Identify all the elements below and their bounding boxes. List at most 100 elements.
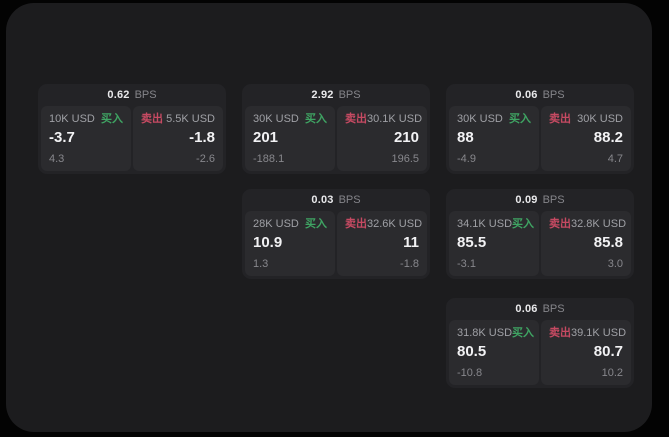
spread-value: 0.03: [311, 193, 334, 206]
buy-amount: 28K USD: [253, 218, 299, 230]
sell-side-label: 卖出: [345, 218, 367, 230]
buy-change: -10.8: [457, 367, 483, 379]
buy-amount: 30K USD: [457, 113, 503, 125]
sell-cell-top: 卖出 30.1K USD: [345, 113, 423, 125]
sell-price: 210: [393, 129, 419, 146]
spread-card: 0.06 BPS 30K USD 买入 88 -4.9 卖出 30K USD 8…: [446, 84, 634, 174]
sell-change: -2.6: [196, 153, 215, 165]
sell-quote-cell[interactable]: 卖出 32.8K USD 85.8 3.0: [541, 211, 631, 276]
sell-amount: 30K USD: [577, 113, 623, 125]
sell-price: 11: [403, 234, 419, 251]
quote-cells: 34.1K USD 买入 85.5 -3.1 卖出 32.8K USD 85.8…: [449, 211, 631, 276]
spread-value: 0.62: [107, 88, 130, 101]
buy-price: 201: [253, 129, 279, 146]
spread-header: 0.62 BPS: [41, 84, 223, 106]
quote-cells: 10K USD 买入 -3.7 4.3 卖出 5.5K USD -1.8 -2.…: [41, 106, 223, 171]
sell-cell-top: 卖出 5.5K USD: [141, 114, 215, 125]
sell-side-label: 卖出: [549, 327, 571, 339]
sell-price: 88.2: [593, 129, 623, 146]
buy-change: -188.1: [253, 153, 285, 165]
spread-header: 0.09 BPS: [449, 189, 631, 211]
sell-quote-cell[interactable]: 卖出 39.1K USD 80.7 10.2: [541, 320, 631, 385]
spread-header: 2.92 BPS: [245, 84, 427, 106]
buy-cell-top: 34.1K USD 买入: [457, 218, 535, 230]
sell-amount: 39.1K USD: [571, 327, 627, 339]
buy-change: -3.1: [457, 258, 476, 270]
buy-price: 10.9: [253, 234, 283, 251]
buy-cell-top: 31.8K USD 买入: [457, 327, 534, 339]
sell-change: 3.0: [607, 258, 623, 270]
quote-cells: 30K USD 买入 201 -188.1 卖出 30.1K USD 210 1…: [245, 106, 427, 171]
sell-amount: 5.5K USD: [166, 113, 215, 125]
buy-quote-cell[interactable]: 31.8K USD 买入 80.5 -10.8: [449, 320, 539, 385]
sell-side-label: 卖出: [549, 218, 571, 230]
spread-card: 0.09 BPS 34.1K USD 买入 85.5 -3.1 卖出 32.8K…: [446, 189, 634, 279]
spread-header: 0.06 BPS: [449, 84, 631, 106]
spread-card: 0.06 BPS 31.8K USD 买入 80.5 -10.8 卖出 39.1…: [446, 298, 634, 388]
sell-amount: 30.1K USD: [367, 113, 423, 125]
sell-price: -1.8: [189, 129, 215, 146]
buy-side-label: 买入: [305, 113, 327, 125]
bps-unit-label: BPS: [542, 88, 565, 101]
quote-cells: 30K USD 买入 88 -4.9 卖出 30K USD 88.2 4.7: [449, 106, 631, 171]
bps-unit-label: BPS: [542, 302, 565, 315]
buy-amount: 34.1K USD: [457, 218, 513, 230]
sell-amount: 32.6K USD: [367, 218, 423, 230]
buy-price: 88: [457, 129, 474, 146]
buy-side-label: 买入: [509, 113, 531, 125]
sell-quote-cell[interactable]: 卖出 30.1K USD 210 196.5: [337, 106, 427, 171]
buy-side-label: 买入: [101, 113, 123, 125]
spread-cards-board: 0.62 BPS 10K USD 买入 -3.7 4.3 卖出 5.5K USD…: [6, 3, 652, 432]
spread-card: 2.92 BPS 30K USD 买入 201 -188.1 卖出 30.1K …: [242, 84, 430, 174]
sell-cell-top: 卖出 32.6K USD: [345, 218, 423, 230]
sell-change: 4.7: [607, 153, 623, 165]
sell-side-label: 卖出: [549, 113, 571, 125]
buy-price: -3.7: [49, 129, 75, 146]
spread-card: 0.03 BPS 28K USD 买入 10.9 1.3 卖出 32.6K US…: [242, 189, 430, 279]
spread-header: 0.06 BPS: [449, 298, 631, 320]
buy-price: 85.5: [457, 234, 487, 251]
sell-side-label: 卖出: [345, 113, 367, 125]
spread-value: 0.09: [515, 193, 538, 206]
sell-quote-cell[interactable]: 卖出 30K USD 88.2 4.7: [541, 106, 631, 171]
buy-cell-top: 28K USD 买入: [253, 219, 327, 230]
quote-cells: 28K USD 买入 10.9 1.3 卖出 32.6K USD 11 -1.8: [245, 211, 427, 276]
spread-card: 0.62 BPS 10K USD 买入 -3.7 4.3 卖出 5.5K USD…: [38, 84, 226, 174]
buy-change: 1.3: [253, 258, 269, 270]
sell-cell-top: 卖出 30K USD: [549, 114, 623, 125]
buy-amount: 10K USD: [49, 113, 95, 125]
bps-unit-label: BPS: [338, 193, 361, 206]
buy-quote-cell[interactable]: 30K USD 买入 88 -4.9: [449, 106, 539, 171]
buy-amount: 31.8K USD: [457, 327, 513, 339]
sell-cell-top: 卖出 39.1K USD: [549, 327, 627, 339]
trading-panel: 0.62 BPS 10K USD 买入 -3.7 4.3 卖出 5.5K USD…: [6, 3, 652, 432]
buy-change: 4.3: [49, 153, 65, 165]
sell-price: 85.8: [593, 234, 623, 251]
sell-quote-cell[interactable]: 卖出 32.6K USD 11 -1.8: [337, 211, 427, 276]
buy-quote-cell[interactable]: 34.1K USD 买入 85.5 -3.1: [449, 211, 539, 276]
buy-side-label: 买入: [512, 218, 535, 230]
sell-change: 196.5: [391, 153, 419, 165]
buy-quote-cell[interactable]: 28K USD 买入 10.9 1.3: [245, 211, 335, 276]
buy-cell-top: 30K USD 买入: [457, 114, 531, 125]
buy-amount: 30K USD: [253, 113, 299, 125]
spread-value: 2.92: [311, 88, 334, 101]
sell-quote-cell[interactable]: 卖出 5.5K USD -1.8 -2.6: [133, 106, 223, 171]
buy-quote-cell[interactable]: 30K USD 买入 201 -188.1: [245, 106, 335, 171]
buy-cell-top: 30K USD 买入: [253, 114, 327, 125]
spread-value: 0.06: [515, 302, 538, 315]
bps-unit-label: BPS: [134, 88, 157, 101]
buy-price: 80.5: [457, 343, 487, 360]
buy-cell-top: 10K USD 买入: [49, 114, 123, 125]
sell-change: 10.2: [601, 367, 623, 379]
sell-cell-top: 卖出 32.8K USD: [549, 218, 627, 230]
bps-unit-label: BPS: [542, 193, 565, 206]
sell-side-label: 卖出: [141, 113, 163, 125]
sell-amount: 32.8K USD: [571, 218, 627, 230]
buy-side-label: 买入: [305, 218, 327, 230]
sell-price: 80.7: [593, 343, 623, 360]
spread-header: 0.03 BPS: [245, 189, 427, 211]
buy-quote-cell[interactable]: 10K USD 买入 -3.7 4.3: [41, 106, 131, 171]
bps-unit-label: BPS: [338, 88, 361, 101]
sell-change: -1.8: [400, 258, 419, 270]
